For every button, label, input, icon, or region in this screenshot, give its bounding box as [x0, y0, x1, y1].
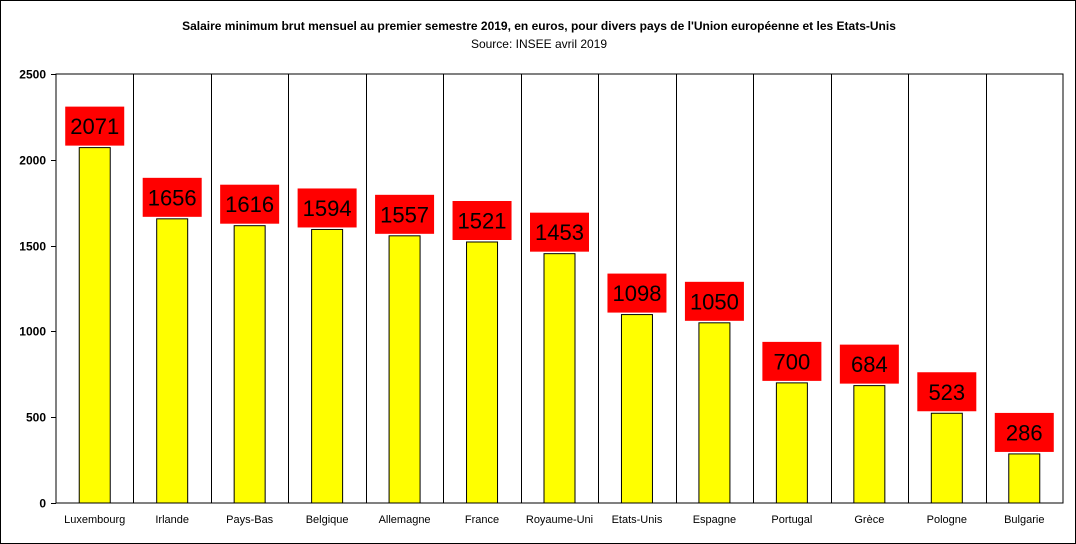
data-label-box [684, 281, 744, 321]
x-tick-label: Irlande [155, 514, 189, 526]
y-tick-label: 1000 [19, 325, 46, 339]
bar [930, 412, 963, 504]
data-label: 1557 [380, 202, 429, 227]
y-axis: 0 500 1000 1500 2000 2500 [19, 68, 56, 511]
data-label-box [65, 106, 125, 146]
y-tick-label: 0 [39, 497, 46, 511]
x-tick-label: Royaume-Uni [526, 514, 593, 526]
y-tick-label: 1500 [19, 240, 46, 254]
x-tick-label: Pologne [927, 514, 967, 526]
data-label-box [297, 188, 357, 228]
data-label-box [762, 341, 822, 381]
bar [620, 314, 653, 504]
data-label-box [375, 194, 435, 234]
data-label-box [917, 372, 977, 412]
data-label: 700 [774, 349, 811, 374]
data-label: 1594 [303, 196, 352, 221]
bar [775, 382, 808, 504]
data-label: 1521 [458, 208, 507, 233]
bar [78, 147, 111, 504]
data-label: 1050 [690, 289, 739, 314]
x-tick-label: Espagne [693, 514, 736, 526]
data-label: 523 [928, 380, 965, 405]
x-axis: Luxembourg Irlande Pays-Bas Belgique Allemag… [64, 514, 1044, 526]
chart-subtitle: Source: INSEE avril 2019 [470, 37, 608, 51]
x-tick-label: Portugal [771, 514, 812, 526]
data-label: 286 [1006, 420, 1043, 445]
bar [698, 322, 731, 504]
y-tick-label: 2500 [19, 68, 46, 82]
x-tick-label: Allemagne [379, 514, 431, 526]
data-label: 1453 [535, 220, 584, 245]
bar [233, 225, 266, 504]
data-label: 1098 [612, 281, 661, 306]
bar [156, 218, 189, 504]
x-tick-label: Grèce [854, 514, 884, 526]
chart-title: Salaire minimum brut mensuel au premier … [182, 19, 896, 33]
data-label-box [994, 412, 1054, 452]
bar [853, 385, 886, 504]
y-tick-label: 2000 [19, 154, 46, 168]
data-label: 1616 [225, 192, 274, 217]
data-label-box [452, 200, 512, 240]
data-label: 1656 [148, 185, 197, 210]
data-label: 2071 [70, 114, 119, 139]
bar [543, 253, 576, 504]
data-label-box [220, 184, 280, 224]
data-label-box [142, 177, 202, 217]
x-tick-label: Luxembourg [64, 514, 125, 526]
data-label: 684 [851, 352, 888, 377]
bar [388, 235, 421, 504]
x-tick-label: Belgique [306, 514, 349, 526]
x-tick-label: Pays-Bas [226, 514, 274, 526]
x-tick-label: France [465, 514, 499, 526]
x-tick-label: Bulgarie [1004, 514, 1044, 526]
bar [1008, 453, 1041, 504]
bars [78, 147, 1041, 504]
y-tick-label: 500 [26, 411, 46, 425]
bar [311, 228, 344, 504]
data-label-box [607, 273, 667, 313]
data-labels: 2071 1656 1616 1594 1557 1521 1453 1098 1050 700 6… [65, 106, 1054, 452]
bar [466, 241, 499, 504]
data-label-box [530, 212, 589, 252]
x-tick-label: Etats-Unis [612, 514, 663, 526]
data-label-box [839, 344, 899, 384]
